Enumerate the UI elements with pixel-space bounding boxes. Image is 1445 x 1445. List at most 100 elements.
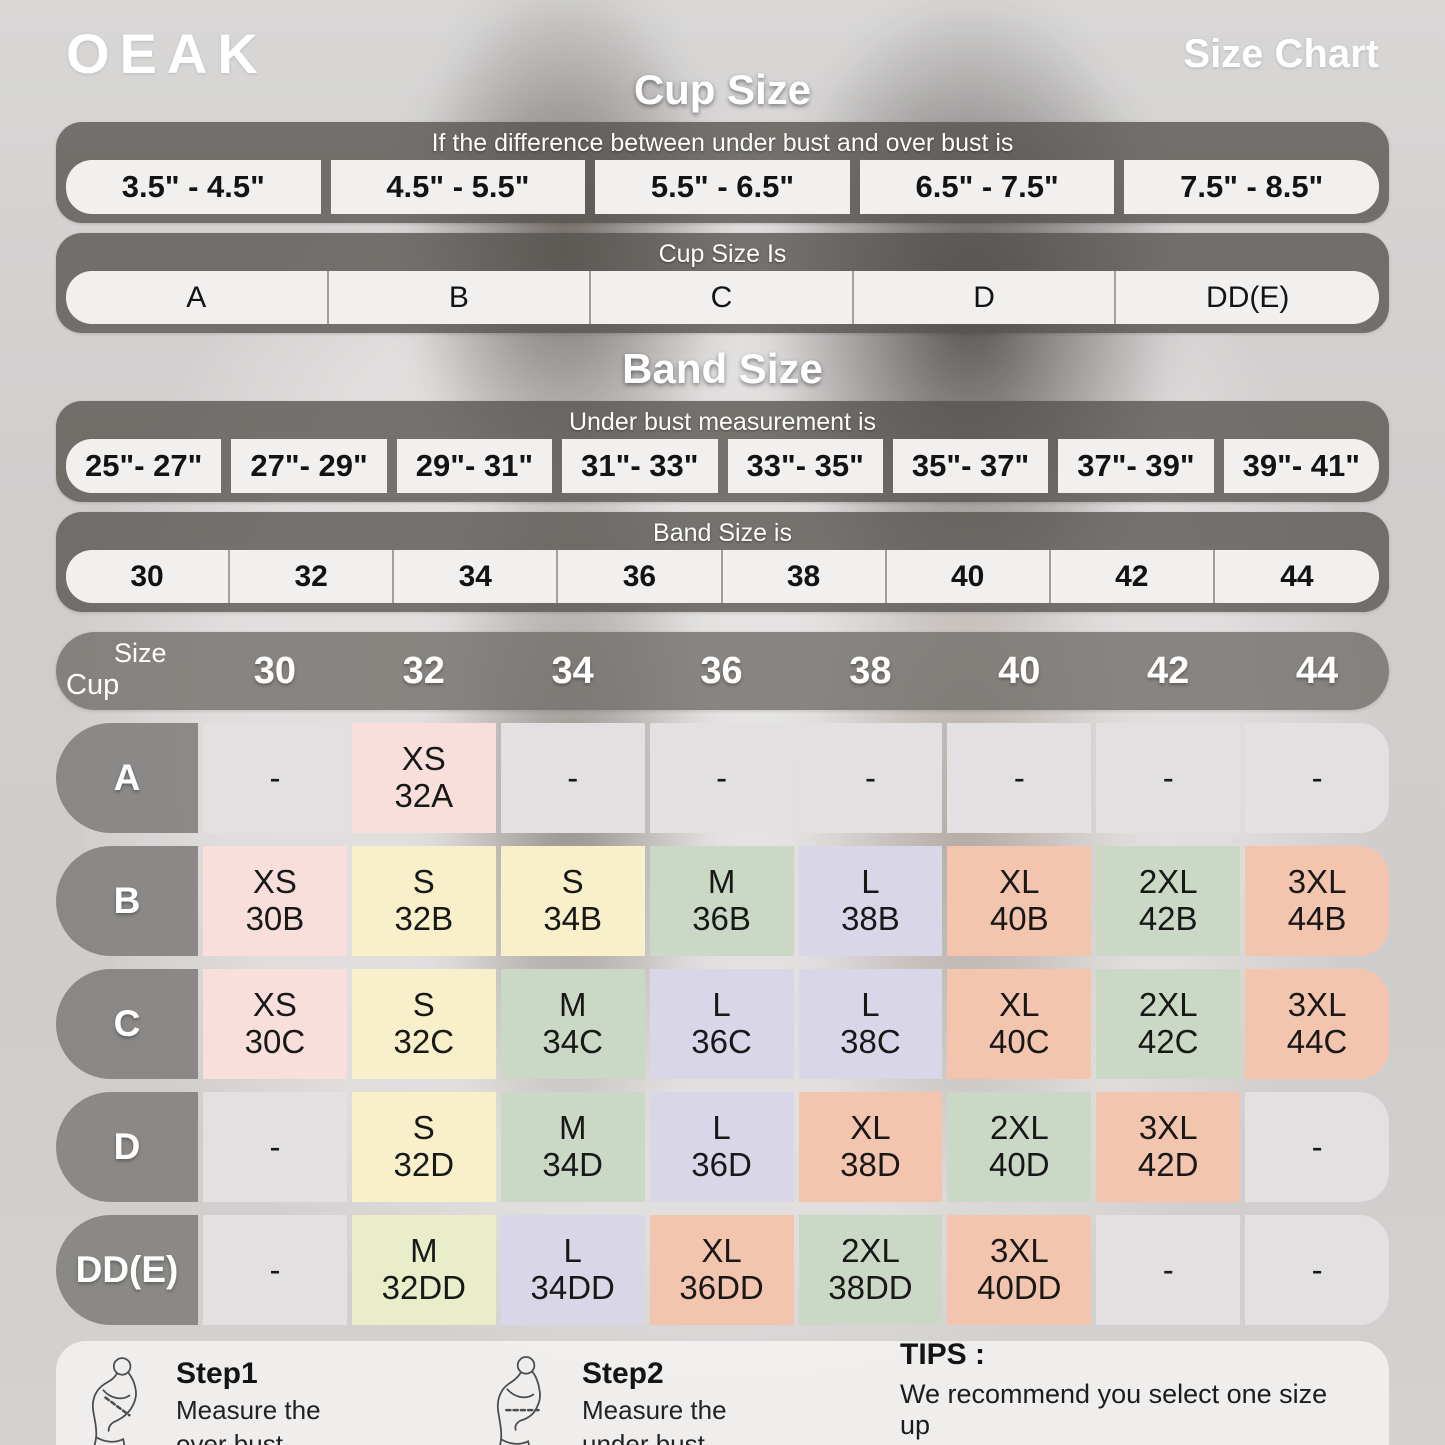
cell-size-label: M [707,863,736,901]
cell-code-label: 34D [542,1146,603,1184]
size-cell: XL 38D [798,1092,943,1203]
matrix-corner: Size Cup [56,632,198,710]
band-size-heading: Band Size [622,345,823,393]
cell-code-label: 38D [840,1146,901,1184]
size-cell: M 34D [500,1092,645,1203]
row-cup-label: DD(E) [75,1249,179,1291]
cell-size-label: - [269,1127,281,1165]
tips-line1: We recommend you select one size up [900,1378,1328,1440]
size-cell: 2XL 38DD [798,1215,943,1326]
cup-difference-block: If the difference between under bust and… [56,122,1389,224]
size-cell: - [649,723,794,834]
matrix-col-header: 36 [700,649,743,692]
size-cell: - [1096,723,1241,834]
size-cell: S 32B [351,846,496,957]
band-range-cell: 31"- 33" [562,439,718,494]
cup-letter-row: A B C D DD(E) [66,271,1379,325]
band-range-cell: 35"- 37" [892,439,1049,494]
cell-size-label: XL [999,863,1040,901]
cell-code-label: 42B [1138,900,1198,938]
cell-size-label: - [1311,1127,1323,1165]
cell-size-label: XS [252,986,297,1024]
band-value-cell: 40 [887,550,1051,604]
size-cell: L 38C [798,969,943,1080]
band-range-row: 25"- 27" 27"- 29" 29"- 31" 31"- 33" 33"-… [66,439,1379,494]
cell-code-label: 32DD [381,1269,466,1307]
top-bar: OEAK Size Chart [56,0,1389,82]
size-cell: M 32DD [351,1215,496,1326]
band-value-row: 30 32 34 36 38 40 42 44 [66,550,1379,604]
row-header: DD(E) [56,1215,198,1326]
band-range-cell: 37"- 39" [1058,439,1214,494]
cell-code-label: 32C [393,1023,455,1061]
cell-size-label: 3XL [1287,986,1347,1024]
cup-letter-cell: DD(E) [1206,280,1290,314]
step2-line2: under bust [582,1429,705,1445]
cell-code-label: 42C [1137,1023,1199,1061]
cell-size-label: 2XL [989,1109,1049,1147]
cup-result-block: Cup Size Is A B C D DD(E) [56,233,1389,334]
cell-size-label: - [269,1250,281,1288]
matrix-col-header: 40 [998,649,1041,692]
matrix-row-B: B XS 30B S 32B S 34B M 36B L 38B XL 40B 2XL 42B… [56,846,1389,957]
cell-size-label: - [567,758,579,796]
size-cell: - [203,1092,347,1203]
size-cell: XS 30B [203,846,347,957]
cup-letter-cell: A [66,271,329,325]
matrix-col-header: 30 [253,649,297,692]
cell-code-label: 30C [244,1023,306,1061]
cup-result-label: Cup Size Is [658,240,787,269]
size-cell: - [798,723,943,834]
matrix-col-header: 38 [849,649,892,692]
row-header: A [56,723,198,834]
cell-code-label: 42D [1137,1146,1199,1184]
size-cell: L 36D [649,1092,794,1203]
corner-size-label: Size [114,638,167,669]
tips-title: TIPS : [900,1337,986,1371]
page-title: Size Chart [1183,32,1379,76]
cup-range-cell: 3.5" - 4.5" [66,160,321,215]
cup-range-cell: 6.5" - 7.5" [859,160,1115,215]
measure-over-bust-icon [91,1357,137,1445]
cup-letter-cell: B [329,271,592,325]
matrix-row-D: D - S 32D M 34D L 36D XL 38D 2XL 40D 3XL 42D - [56,1092,1389,1203]
cell-code-label: 34B [543,900,603,938]
step2: Step2 Measure the under bust [488,1356,880,1445]
size-cell: XS 30C [203,969,347,1080]
size-cell: 2XL 40D [947,1092,1092,1203]
step2-title: Step2 [582,1356,664,1390]
size-cell: S 32C [351,969,496,1080]
cell-code-label: 38DD [828,1269,913,1307]
band-result-block: Band Size is 30 32 34 36 38 40 42 44 [56,512,1389,613]
cup-condition-label: If the difference between under bust and… [431,129,1014,158]
cell-code-label: 40DD [977,1269,1062,1307]
cup-letter-cell: D [854,271,1117,325]
cell-code-label: 30B [245,900,305,938]
cell-size-label: 2XL [1138,863,1198,901]
cup-size-heading: Cup Size [633,66,812,113]
row-cup-label: D [113,1126,141,1168]
band-value-cell: 34 [394,550,559,604]
band-range-cell: 29"- 31" [396,439,553,494]
size-cell: - [1245,1092,1389,1203]
matrix-col-header: 32 [402,649,445,692]
size-cell: - [1245,1215,1389,1326]
cell-size-label: L [712,986,731,1024]
cell-size-label: - [864,758,876,796]
cell-size-label: XS [401,740,446,778]
cup-range-cell: 7.5" - 8.5" [1124,160,1379,215]
cell-code-label: 36DD [679,1269,764,1307]
band-condition-label: Under bust measurement is [568,408,877,437]
cell-code-label: 32B [394,900,454,938]
row-header: C [56,969,198,1080]
size-cell: L 38B [798,846,943,957]
matrix-row-A: A - XS 32A - - - - - - [56,723,1389,834]
measure-under-bust-icon [496,1356,541,1445]
cell-size-label: - [1311,758,1323,796]
cell-size-label: 2XL [1138,986,1198,1024]
band-value-cell: 36 [558,550,723,604]
matrix-header: Size Cup 30 32 34 36 38 40 42 44 [56,632,1389,711]
step1-line1: Measure the [176,1394,321,1425]
size-cell: XL 40C [947,969,1092,1080]
